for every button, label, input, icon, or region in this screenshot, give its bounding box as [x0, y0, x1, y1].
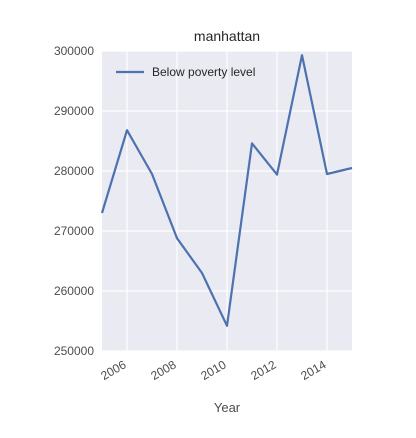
x-tick-label: 2014	[298, 357, 328, 383]
x-axis-label: Year	[214, 400, 241, 415]
y-tick-label: 300000	[54, 44, 94, 58]
x-tick-label: 2006	[98, 357, 128, 383]
x-tick-label: 2012	[248, 357, 278, 383]
chart-title: manhattan	[194, 28, 260, 44]
y-tick-labels: 250000 260000 270000 280000 290000 300000	[54, 44, 94, 358]
x-tick-label: 2008	[148, 357, 178, 383]
y-tick-label: 260000	[54, 284, 94, 298]
x-tick-label: 2010	[198, 357, 228, 383]
x-tick-labels: 2006 2008 2010 2012 2014	[98, 357, 328, 383]
y-tick-label: 270000	[54, 224, 94, 238]
y-tick-label: 290000	[54, 104, 94, 118]
legend-label-below-poverty-level: Below poverty level	[152, 65, 255, 79]
y-tick-label: 250000	[54, 344, 94, 358]
y-tick-label: 280000	[54, 164, 94, 178]
